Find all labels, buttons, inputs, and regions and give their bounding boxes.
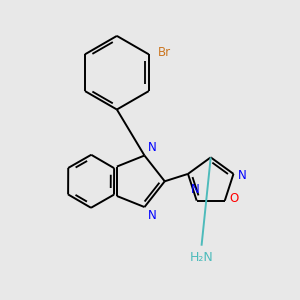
Text: Br: Br [158,46,171,59]
Text: N: N [147,141,156,154]
Text: N: N [190,183,199,196]
Text: N: N [147,209,156,222]
Text: O: O [229,192,239,205]
Text: H₂N: H₂N [190,251,213,264]
Text: N: N [238,169,247,182]
